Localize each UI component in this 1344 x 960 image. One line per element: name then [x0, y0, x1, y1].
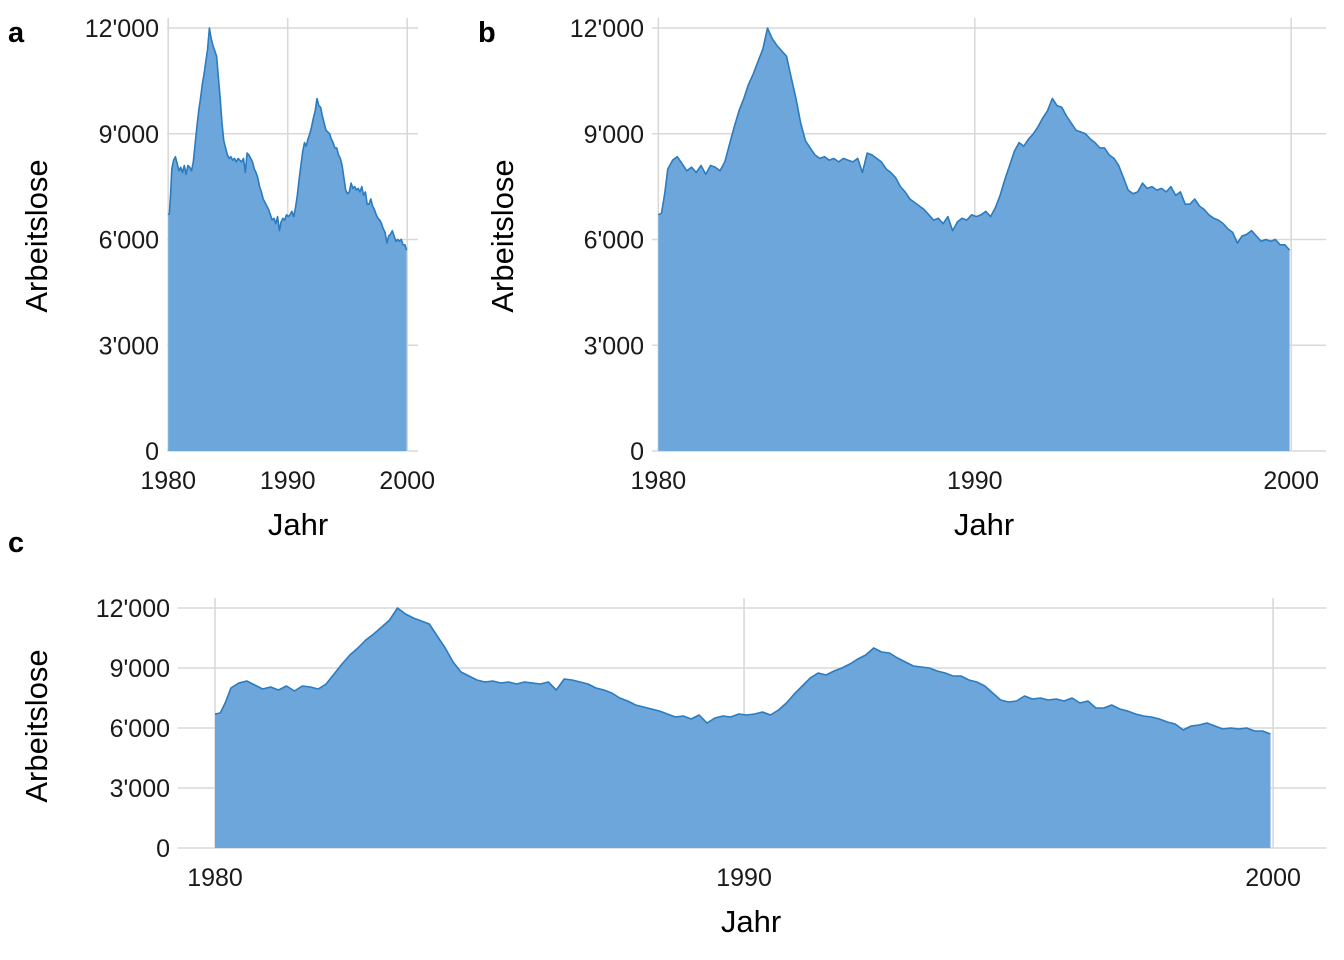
area-plot [657, 27, 1291, 451]
y-axis-title: Arbeitslose [19, 159, 54, 312]
area-plot [214, 607, 1271, 848]
y-tick-label: 9'000 [584, 121, 644, 149]
x-tick-label: 1990 [260, 467, 316, 495]
tick-labels: 0 3'000 6'000 9'000 12'000 1980 1990 2000 [96, 595, 1301, 892]
y-axis-title: Arbeitslose [485, 159, 520, 312]
tick-labels: 0 3'000 6'000 9'000 12'000 1980 1990 2000 [85, 15, 435, 495]
panel-c: c 0 3'000 6'000 9'000 12'000 1980 1990 2000 Jah… [8, 527, 1326, 939]
x-tick-label: 1990 [716, 864, 772, 892]
area-fill [168, 28, 407, 451]
x-tick-label: 2000 [1263, 467, 1319, 495]
y-tick-label: 6'000 [110, 715, 170, 743]
y-tick-label: 3'000 [110, 775, 170, 803]
y-tick-label: 12'000 [85, 15, 159, 43]
tick-labels: 0 3'000 6'000 9'000 12'000 1980 1990 2000 [570, 15, 1319, 495]
series-line [657, 27, 1291, 251]
x-axis-title: Jahr [268, 507, 328, 542]
x-axis-title: Jahr [954, 507, 1014, 542]
x-tick-label: 1990 [947, 467, 1003, 495]
x-tick-label: 1980 [631, 467, 687, 495]
y-tick-label: 3'000 [99, 332, 159, 360]
y-tick-label: 6'000 [99, 227, 159, 255]
x-tick-label: 2000 [379, 467, 435, 495]
panel-a: a 0 3'000 6'000 9'000 12'000 1980 1990 2000 Jah… [8, 15, 435, 542]
x-tick-label: 1980 [187, 864, 243, 892]
series-line [214, 607, 1271, 735]
x-tick-label: 1980 [140, 467, 196, 495]
area-fill [658, 28, 1290, 451]
y-axis-title: Arbeitslose [19, 649, 54, 802]
x-tick-label: 2000 [1245, 864, 1301, 892]
series-line [167, 27, 408, 251]
y-tick-label: 12'000 [570, 15, 644, 43]
y-tick-label: 12'000 [96, 595, 170, 623]
y-tick-label: 9'000 [110, 655, 170, 683]
panel-letter-c: c [8, 527, 24, 559]
y-tick-label: 0 [145, 438, 159, 466]
panel-b: b 0 3'000 6'000 9'000 12'000 1980 1990 2000 Jah… [478, 15, 1326, 542]
x-axis-title: Jahr [721, 904, 781, 939]
y-tick-label: 0 [630, 438, 644, 466]
panel-letter-b: b [478, 17, 496, 49]
y-tick-label: 9'000 [99, 121, 159, 149]
y-tick-label: 0 [156, 835, 170, 863]
y-tick-label: 3'000 [584, 332, 644, 360]
panel-letter-a: a [8, 17, 25, 49]
area-fill [215, 608, 1271, 848]
area-plot [167, 27, 408, 451]
y-tick-label: 6'000 [584, 227, 644, 255]
